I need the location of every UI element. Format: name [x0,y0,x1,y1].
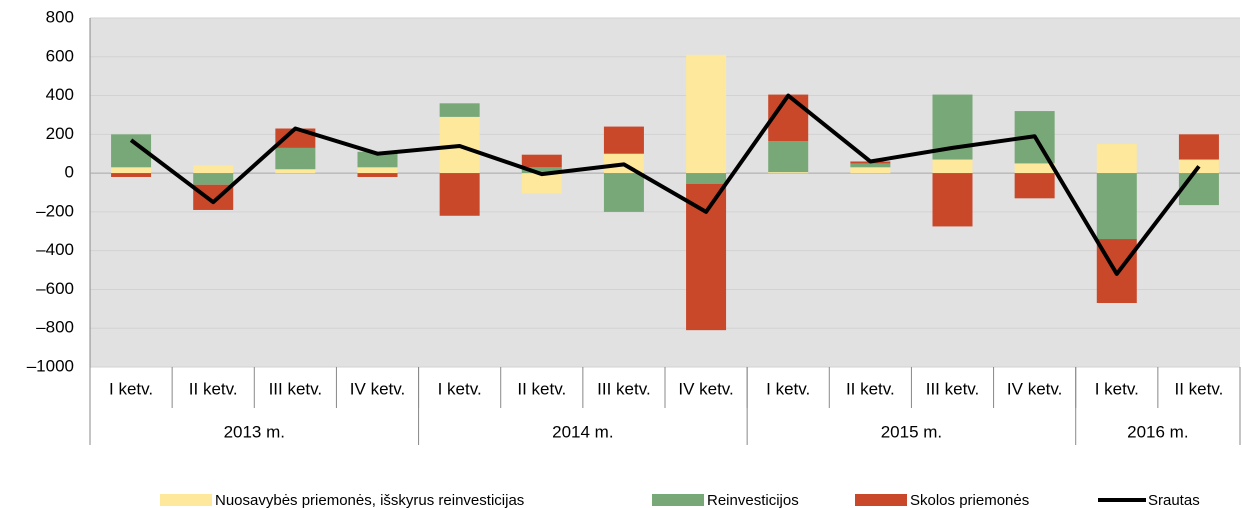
bar-segment [768,141,809,173]
group-label: 2013 m. [224,422,285,441]
y-tick-label: 600 [46,46,74,65]
x-tick-label: I ketv. [109,379,153,398]
bar-segment [439,103,480,117]
x-tick-label: I ketv. [766,379,810,398]
x-tick-label: IV ketv. [350,379,405,398]
bar-segment [357,167,398,174]
group-label: 2016 m. [1127,422,1188,441]
bar-segment [686,183,727,331]
y-tick-label: 200 [46,124,74,143]
legend-swatch [652,494,704,506]
bar-segment [768,172,809,174]
bar-segment [357,151,398,168]
y-tick-label: 0 [65,163,74,182]
line-series [129,93,1201,276]
bar-segment [1014,163,1055,174]
x-tick-label: II ketv. [1175,379,1224,398]
y-tick-label: 800 [46,7,74,26]
bar-segment [1178,173,1219,206]
group-label: 2014 m. [552,422,613,441]
y-tick-label: –1000 [27,356,74,375]
bar-segment [1096,144,1137,174]
y-tick-label: –800 [36,318,74,337]
x-tick-label: II ketv. [189,379,238,398]
x-tick-label: IV ketv. [678,379,733,398]
legend-label: Skolos priemonės [910,492,1029,508]
bar-segment [521,167,562,174]
legend-label: Reinvesticijos [707,492,799,508]
bar-segment [275,147,316,170]
bar-segment [439,173,480,216]
x-tick-label: I ketv. [438,379,482,398]
bar-segment [1096,173,1137,240]
bar-segment [850,167,891,174]
y-tick-label: –200 [36,201,74,220]
y-tick-label: –400 [36,240,74,259]
bar-segment [1178,134,1219,160]
bar-segment [521,173,562,194]
bar-segment [193,173,234,185]
y-tick-label: 400 [46,85,74,104]
legend-label: Nuosavybės priemonės, išskyrus reinvesti… [215,492,524,508]
x-tick-label: II ketv. [846,379,895,398]
legend-swatch [160,494,212,506]
x-tick-label: III ketv. [926,379,980,398]
bar-segment [603,173,644,212]
bar-segment [111,173,152,177]
bar-segment [603,126,644,154]
y-tick-label: –600 [36,279,74,298]
x-tick-label: I ketv. [1095,379,1139,398]
bar-segment [1014,173,1055,199]
bar-segment [275,169,316,174]
bar-segment [686,54,727,174]
bar-segment [111,167,152,174]
bar-segment [521,154,562,168]
group-label: 2015 m. [881,422,942,441]
bar-segment [686,173,727,184]
legend-swatch [855,494,907,506]
bar-segment [850,163,891,168]
bar-segment [932,159,973,174]
x-tick-label: IV ketv. [1007,379,1062,398]
bar-segment [357,173,398,177]
legend-label: Srautas [1148,492,1200,508]
bar-segment [193,165,234,174]
x-tick-label: III ketv. [269,379,323,398]
bar-segment [932,173,973,227]
x-tick-label: II ketv. [517,379,566,398]
x-tick-label: III ketv. [597,379,651,398]
